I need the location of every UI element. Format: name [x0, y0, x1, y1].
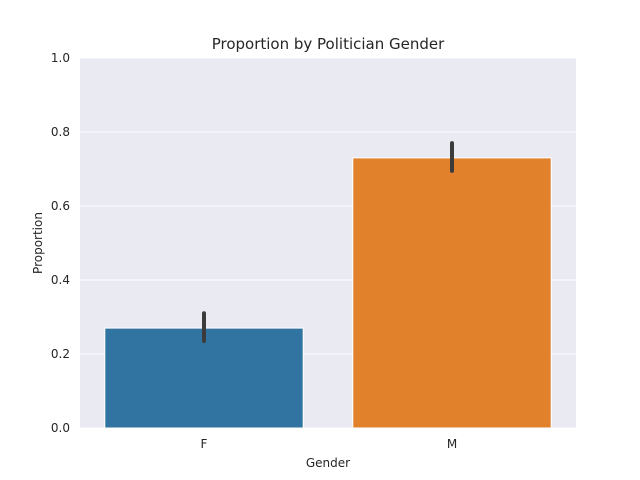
bar-m [352, 157, 552, 429]
x-axis-label: Gender [306, 456, 350, 470]
x-tick-label: M [447, 437, 457, 451]
y-axis-label: Proportion [31, 212, 45, 274]
chart-title: Proportion by Politician Gender [212, 35, 445, 53]
error-bars [202, 141, 454, 344]
bars [104, 157, 552, 429]
y-tick-label: 0.8 [51, 125, 70, 139]
y-tick-label: 0.0 [51, 421, 70, 435]
bar-f [104, 327, 304, 429]
y-tick-label: 1.0 [51, 51, 70, 65]
y-tick-label: 0.2 [51, 347, 70, 361]
x-tick-label: F [201, 437, 208, 451]
y-tick-label: 0.4 [51, 273, 70, 287]
y-tick-label: 0.6 [51, 199, 70, 213]
y-tick-labels: 0.0 0.2 0.4 0.6 0.8 1.0 [51, 51, 70, 435]
